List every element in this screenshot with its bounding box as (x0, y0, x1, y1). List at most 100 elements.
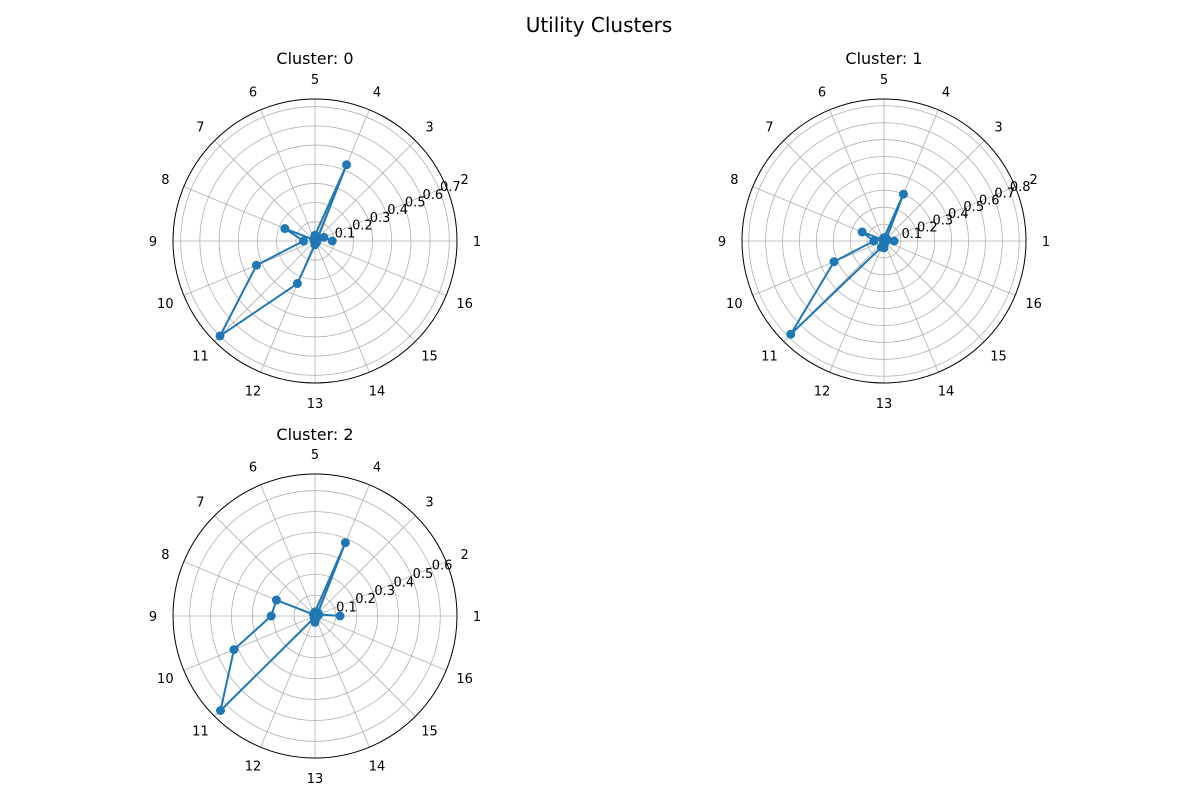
angular-tick-label: 4 (373, 85, 381, 100)
angular-tick-label: 3 (425, 120, 433, 135)
angular-tick-label: 5 (311, 73, 319, 88)
radial-tick-label: 0.7 (440, 180, 461, 195)
angular-tick-label: 8 (161, 173, 169, 188)
data-point (786, 329, 796, 339)
angular-tick-label: 11 (192, 725, 209, 740)
angular-grid-line (214, 240, 316, 342)
data-point (251, 260, 261, 270)
angular-grid-line (260, 484, 316, 617)
angular-grid-line (314, 240, 370, 373)
panel-title: Cluster: 1 (845, 49, 922, 68)
angular-tick-label: 9 (149, 610, 157, 625)
radial-tick-label: 0.5 (405, 196, 426, 211)
angular-tick-label: 13 (876, 397, 893, 412)
angular-tick-label: 12 (245, 385, 262, 400)
angular-tick-label: 9 (149, 235, 157, 250)
angular-grid-line (260, 109, 316, 242)
angular-grid-line (314, 615, 447, 671)
angular-tick-label: 16 (1025, 297, 1042, 312)
figure-title: Utility Clusters (526, 13, 673, 37)
polar-frame (172, 98, 458, 384)
angular-grid-line (314, 515, 416, 617)
angular-grid-line (314, 615, 370, 748)
radial-tick-label: 0.1 (335, 226, 356, 241)
data-point (229, 645, 239, 655)
series-line (219, 541, 347, 712)
angular-tick-label: 16 (456, 297, 473, 312)
data-point (340, 538, 350, 548)
data-point (312, 237, 322, 247)
radial-tick-label: 0.2 (355, 592, 376, 607)
angular-tick-label: 2 (461, 548, 469, 563)
angular-grid-line (314, 615, 416, 717)
angular-grid-line (829, 240, 885, 373)
angular-grid-line (783, 140, 885, 242)
angular-tick-label: 10 (726, 297, 743, 312)
polar-panel-cluster-0: Cluster: 0 123456789101112131415160.10.2… (149, 49, 481, 412)
panel-title: Cluster: 0 (276, 49, 353, 68)
data-point (298, 236, 308, 246)
radial-tick-label: 0.6 (979, 193, 1000, 208)
angular-tick-label: 2 (1030, 173, 1038, 188)
angular-tick-label: 7 (765, 120, 773, 135)
polar-frame (741, 98, 1027, 384)
angular-grid-line (183, 240, 316, 296)
angular-tick-label: 4 (373, 460, 381, 475)
angular-tick-label: 6 (818, 85, 826, 100)
angular-grid-line (314, 240, 447, 296)
data-point (829, 257, 839, 267)
radial-tick-label: 0.6 (422, 188, 443, 203)
angular-tick-label: 7 (196, 120, 204, 135)
angular-tick-label: 2 (461, 173, 469, 188)
radial-tick-label: 0.3 (932, 214, 953, 229)
radial-tick-label: 0.1 (901, 227, 922, 242)
angular-tick-label: 14 (369, 760, 386, 775)
data-point (215, 331, 225, 341)
data-point (889, 236, 899, 246)
angular-grid-line (314, 240, 416, 342)
radial-tick-label: 0.6 (432, 559, 453, 574)
radial-tick-label: 0.4 (387, 203, 408, 218)
grid (173, 99, 457, 383)
data-point (342, 160, 352, 170)
angular-grid-line (314, 140, 416, 242)
angular-tick-label: 13 (307, 397, 324, 412)
angular-grid-line (183, 615, 316, 671)
angular-tick-label: 16 (456, 672, 473, 687)
polar-panel-cluster-2: Cluster: 2 123456789101112131415160.10.2… (149, 425, 481, 787)
angular-tick-label: 6 (249, 460, 257, 475)
radial-tick-label: 0.2 (917, 220, 938, 235)
angular-tick-label: 7 (196, 495, 204, 510)
angular-tick-label: 13 (307, 772, 324, 787)
angular-tick-label: 14 (938, 385, 955, 400)
angular-tick-label: 11 (192, 350, 209, 365)
angular-grid-line (314, 186, 447, 242)
radial-tick-label: 0.5 (413, 567, 434, 582)
angular-tick-label: 1 (473, 610, 481, 625)
angular-grid-line (314, 561, 447, 617)
angular-grid-line (883, 240, 985, 342)
angular-tick-label: 8 (730, 173, 738, 188)
angular-grid-line (883, 140, 985, 242)
radial-tick-label: 0.7 (994, 187, 1015, 202)
radial-tick-label: 0.4 (394, 575, 415, 590)
polar-panel-cluster-1: Cluster: 1 123456789101112131415160.10.2… (718, 49, 1050, 412)
angular-tick-label: 1 (473, 235, 481, 250)
panel-title: Cluster: 2 (276, 425, 353, 444)
angular-tick-label: 6 (249, 85, 257, 100)
radial-tick-label: 0.3 (374, 584, 395, 599)
data-point (327, 236, 337, 246)
angular-grid-line (883, 186, 1016, 242)
angular-tick-label: 15 (421, 725, 438, 740)
data-point (898, 189, 908, 199)
angular-grid-line (752, 240, 885, 296)
angular-tick-label: 11 (761, 350, 778, 365)
angular-grid-line (883, 240, 939, 373)
angular-grid-line (883, 240, 1016, 296)
data-point (857, 227, 867, 237)
angular-tick-label: 3 (425, 495, 433, 510)
radial-tick-label: 0.2 (352, 219, 373, 234)
data-point (335, 611, 345, 621)
angular-tick-label: 12 (245, 760, 262, 775)
